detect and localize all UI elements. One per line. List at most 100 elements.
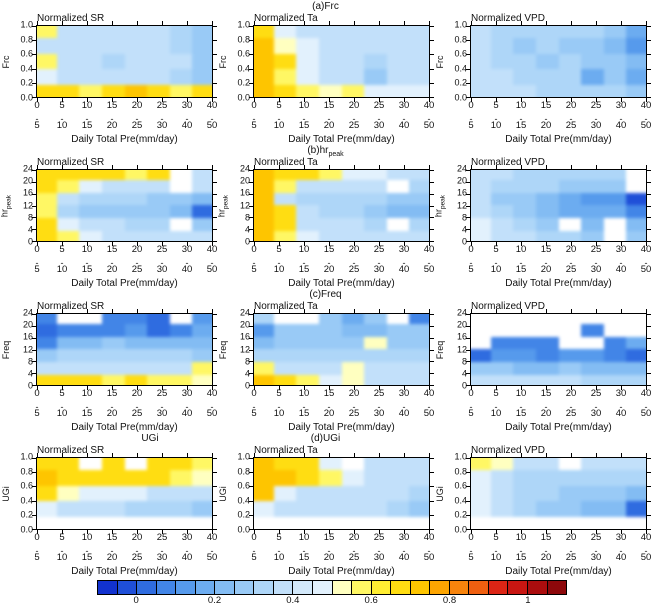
grid-cell — [386, 26, 410, 39]
y-tick-label: 0.6 — [237, 480, 250, 491]
tick-mark — [521, 386, 522, 390]
x-dash: - — [427, 114, 431, 124]
y-axis-label-text: hr — [216, 208, 227, 217]
y-tick-labels: 24 20 16 12 8 4 0 — [229, 164, 253, 246]
grid-cell — [79, 26, 102, 39]
plot-clip — [37, 458, 212, 529]
grid-cell — [37, 485, 57, 502]
x-dash: - — [85, 402, 89, 412]
contour-grid — [37, 170, 212, 241]
colorbar-cell — [98, 581, 118, 594]
grid-cell — [603, 323, 627, 337]
grid-cell — [101, 501, 125, 517]
tick-mark — [62, 530, 63, 534]
tick-mark — [187, 386, 188, 390]
grid-cell — [273, 170, 297, 180]
tick-mark — [546, 21, 547, 25]
grid-cell — [364, 26, 387, 39]
colorbar-cell — [313, 581, 333, 594]
grid-cell — [364, 218, 387, 232]
tick-mark — [213, 337, 217, 339]
tick-mark — [647, 325, 651, 327]
tick-mark — [249, 181, 253, 183]
grid-cell — [56, 192, 80, 206]
grid-cell — [169, 84, 193, 97]
tick-mark — [32, 472, 36, 474]
tick-mark — [571, 386, 572, 390]
tick-mark — [32, 68, 36, 70]
grid-cell — [56, 485, 80, 502]
grid-cell — [513, 53, 536, 70]
x-tick-label: 20 — [540, 408, 552, 419]
grid-cell — [124, 501, 148, 517]
x-tick-label: 5 — [493, 100, 499, 111]
tick-mark — [496, 165, 497, 169]
x-tick-label: 5 — [34, 264, 40, 275]
x-dash: - — [35, 258, 39, 268]
tick-mark — [213, 349, 217, 351]
tick-mark — [647, 314, 651, 315]
x-dash: - — [277, 402, 281, 412]
grid-cell — [37, 516, 57, 529]
x-tick-label: 50 — [206, 408, 218, 419]
tick-mark — [404, 386, 405, 390]
y-tick-label: 0.0 — [20, 92, 33, 103]
x-tick-label: 30 — [398, 388, 410, 399]
grid-cell — [192, 26, 212, 39]
grid-cell — [558, 38, 582, 54]
grid-cell — [254, 323, 274, 337]
grid-cell — [101, 485, 125, 502]
x-dash: - — [160, 546, 164, 556]
tick-mark — [646, 21, 647, 25]
x-tick-label: 10 — [81, 100, 93, 111]
grid-cell — [192, 69, 212, 85]
tick-mark — [254, 309, 255, 313]
x-tick-labels-top: 0 5 10 15 20 25 30 40 — [251, 388, 434, 402]
y-tick-label: 16 — [239, 187, 250, 198]
grid-cell — [535, 38, 559, 54]
tick-mark — [32, 229, 36, 231]
grid-cell — [626, 192, 646, 206]
tick-mark — [249, 458, 253, 459]
x-tick-label: 30 — [156, 264, 168, 275]
x-dash: - — [185, 114, 189, 124]
plot-clip — [37, 170, 212, 241]
grid-cell — [124, 323, 148, 337]
grid-cell — [296, 69, 319, 85]
grid-cell — [535, 516, 559, 529]
y-tick-label: 12 — [22, 200, 33, 210]
grid-cell — [626, 501, 646, 517]
x-tick-label: 25 — [156, 100, 168, 111]
grid-cell — [409, 375, 429, 385]
grid-cell — [192, 349, 212, 363]
x-tick-label: 40 — [615, 552, 627, 563]
grid-cell — [273, 349, 297, 363]
x-tick-label: 20 — [131, 532, 143, 543]
grid-cell — [581, 458, 604, 471]
grid-cell — [603, 205, 627, 219]
tick-mark — [254, 165, 255, 169]
grid-cell — [296, 323, 319, 337]
x-tick-label: 5 — [493, 532, 499, 543]
tick-mark — [112, 21, 113, 25]
x-tick-label: 25 — [348, 552, 360, 563]
x-tick-label: 20 — [323, 408, 335, 419]
x-dash: - — [110, 546, 114, 556]
grid-cell — [535, 84, 559, 97]
x-tick-label: 5 — [468, 120, 474, 131]
colorbar-cell — [176, 581, 196, 594]
grid-cell — [626, 323, 646, 337]
x-tick-label: 10 — [273, 552, 285, 563]
grid-cell — [37, 231, 57, 241]
x-tick-label: 50 — [423, 408, 435, 419]
grid-cell — [318, 314, 342, 324]
colorbar-cell — [156, 581, 177, 594]
tick-mark — [329, 530, 330, 534]
y-tick-label: 1.0 — [20, 451, 33, 462]
grid-cell — [409, 362, 429, 376]
grid-cell — [318, 458, 342, 471]
colorbar: 0 0.2 0.4 0.6 0.8 1 — [97, 580, 567, 606]
x-tick-labels-top: 0 5 10 15 20 25 30 40 — [251, 533, 434, 546]
tick-mark — [466, 40, 470, 42]
tick-mark — [647, 486, 651, 488]
